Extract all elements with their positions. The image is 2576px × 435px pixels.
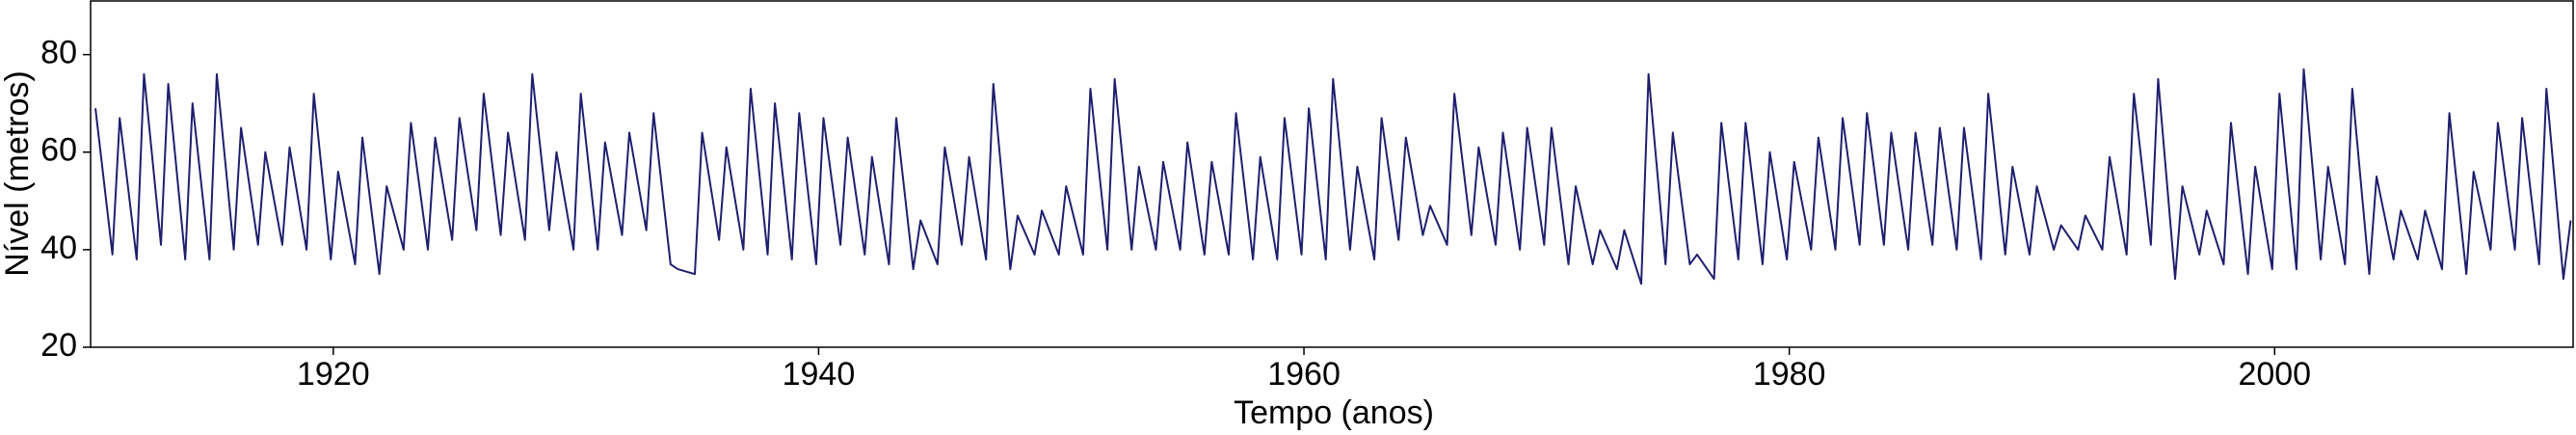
x-axis-label: Tempo (anos) — [1234, 394, 1434, 431]
plot-frame — [90, 0, 2574, 348]
data-line — [94, 68, 2572, 285]
x-tick-label: 1940 — [783, 356, 856, 393]
y-tick-label: 20 — [40, 327, 77, 364]
y-tick-label: 60 — [40, 132, 77, 169]
y-axis-label: Nível (metros) — [0, 70, 36, 276]
x-tick-label: 1960 — [1267, 356, 1341, 393]
y-tick-label: 80 — [40, 35, 77, 71]
y-tick-label: 40 — [40, 230, 77, 266]
x-tick-label: 2000 — [2238, 356, 2311, 393]
x-tick-label: 1980 — [1753, 356, 1826, 393]
x-tick-label: 1920 — [297, 356, 370, 393]
